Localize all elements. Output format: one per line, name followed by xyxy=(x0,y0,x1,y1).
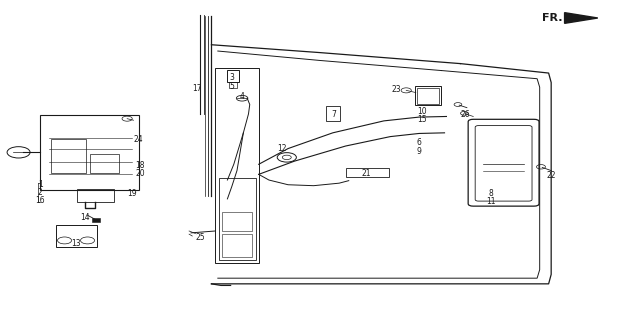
Bar xyxy=(40,115,140,190)
Text: 18: 18 xyxy=(135,161,145,170)
Bar xyxy=(215,68,259,264)
Bar xyxy=(417,88,439,104)
Text: 5: 5 xyxy=(229,82,234,91)
Bar xyxy=(221,212,252,231)
Bar xyxy=(219,179,256,260)
Text: 4: 4 xyxy=(239,92,244,101)
Bar xyxy=(415,86,442,105)
Text: 2: 2 xyxy=(38,188,43,197)
Bar xyxy=(77,189,115,202)
Bar xyxy=(227,70,239,82)
Text: 3: 3 xyxy=(229,73,234,82)
Bar xyxy=(92,218,100,222)
Text: 17: 17 xyxy=(193,84,202,93)
Text: 24: 24 xyxy=(133,135,143,144)
Text: 13: 13 xyxy=(71,239,81,248)
Text: 8: 8 xyxy=(489,189,493,198)
Text: 9: 9 xyxy=(417,147,421,155)
Bar xyxy=(229,82,237,88)
Text: 7: 7 xyxy=(332,110,337,119)
Text: 26: 26 xyxy=(461,110,470,119)
Text: FR.: FR. xyxy=(542,13,563,23)
Text: 16: 16 xyxy=(35,196,45,205)
Text: 10: 10 xyxy=(417,107,427,116)
Text: 25: 25 xyxy=(195,233,205,242)
Text: 6: 6 xyxy=(417,138,421,147)
Bar xyxy=(56,225,97,247)
Text: 19: 19 xyxy=(127,189,136,198)
Text: 1: 1 xyxy=(38,180,43,189)
Bar xyxy=(221,234,252,257)
Text: 12: 12 xyxy=(277,144,287,153)
Text: 15: 15 xyxy=(417,115,427,124)
Text: 20: 20 xyxy=(135,169,145,178)
Bar xyxy=(326,106,340,121)
Bar xyxy=(51,139,86,173)
Text: 21: 21 xyxy=(361,169,371,178)
Text: 23: 23 xyxy=(392,85,401,94)
Polygon shape xyxy=(564,13,598,23)
Text: 11: 11 xyxy=(486,197,496,206)
Bar xyxy=(90,154,119,173)
Text: 22: 22 xyxy=(547,171,556,180)
Text: 14: 14 xyxy=(80,213,90,222)
Bar xyxy=(346,168,389,177)
